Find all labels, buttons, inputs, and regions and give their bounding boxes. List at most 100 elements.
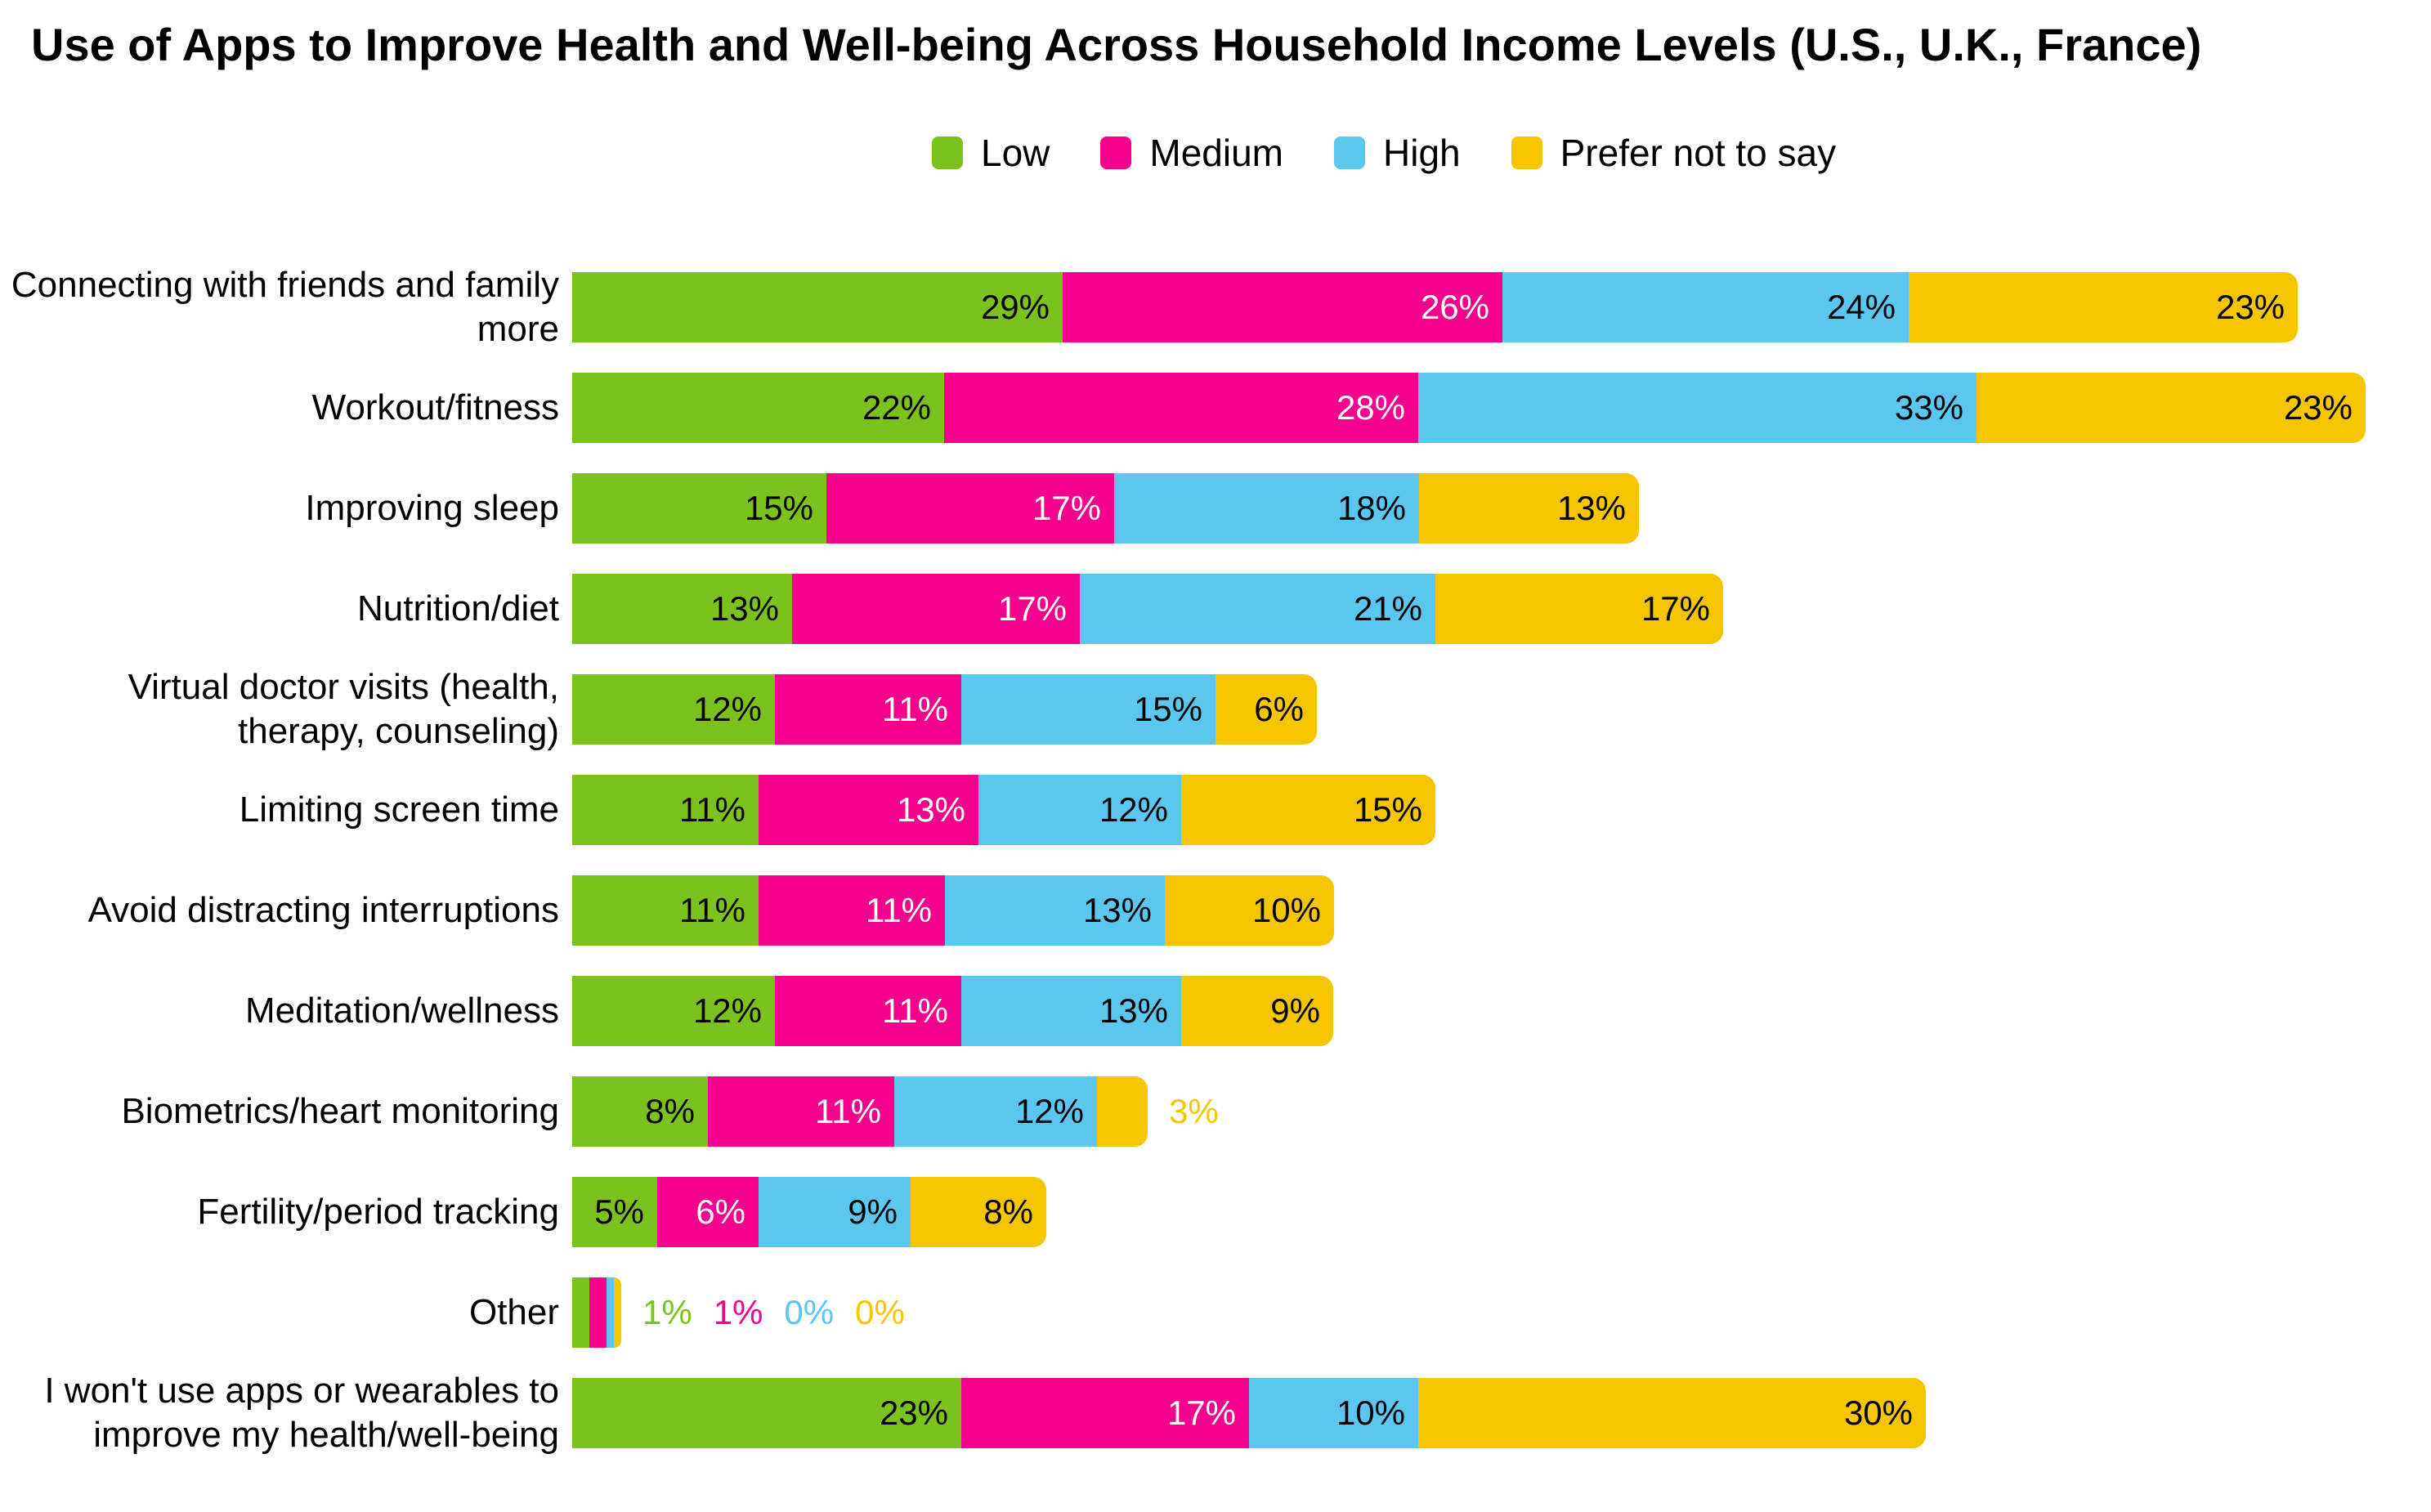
bar-segment-medium: 17% <box>792 573 1080 644</box>
bar-segment-medium: 11% <box>775 975 961 1046</box>
bar-segment-medium: 13% <box>759 774 978 845</box>
bar-segment-high: 33% <box>1418 372 1977 443</box>
outside-value-label-prefer-not-to-say: 0% <box>855 1292 905 1331</box>
outside-value-label-medium: 1% <box>713 1292 763 1331</box>
bar-segment-prefer-not-to-say: 9% <box>1181 975 1333 1046</box>
legend-item-high: High <box>1334 131 1461 175</box>
segment-value-label: 11% <box>679 890 745 929</box>
bar-segment-medium: 11% <box>759 875 945 946</box>
segment-value-label: 11% <box>866 890 932 929</box>
bar-row: I won't use apps or wearables to improve… <box>0 1362 2431 1463</box>
segment-value-label: 11% <box>815 1091 881 1130</box>
legend-swatch-icon <box>932 136 963 169</box>
segment-value-label: 13% <box>710 588 779 628</box>
legend-swatch-icon <box>1334 136 1365 169</box>
outside-value-labels: 1% 1% 0% 0% <box>642 1293 905 1332</box>
legend-label: Medium <box>1149 132 1283 174</box>
bar-segment-prefer-not-to-say: 8% <box>911 1176 1046 1247</box>
bar-segment-low: 15% <box>572 472 826 544</box>
bar-segment-low: 23% <box>572 1377 961 1448</box>
segment-value-label: 21% <box>1353 588 1422 628</box>
chart-title: Use of Apps to Improve Health and Well-b… <box>31 19 2202 70</box>
bar-segment-prefer-not-to-say <box>614 1277 621 1348</box>
stacked-bar: 8% 11% 12% <box>572 1076 1148 1147</box>
segment-value-label: 11% <box>679 790 745 829</box>
segment-value-label: 6% <box>1254 689 1304 728</box>
category-label: Fertility/period tracking <box>197 1191 559 1232</box>
stacked-bar: 13% 17% 21% 17% <box>572 573 1723 644</box>
bar-segment-high: 18% <box>1114 472 1419 544</box>
bar-row: Biometrics/heart monitoring 8% 11% 12% 3% <box>0 1061 2431 1161</box>
bar-segment-medium: 6% <box>657 1176 759 1247</box>
stacked-bar: 11% 13% 12% 15% <box>572 774 1435 845</box>
bar-segment-high: 15% <box>961 673 1216 745</box>
stacked-bar: 11% 11% 13% 10% <box>572 875 1334 946</box>
bar-segment-low: 13% <box>572 573 792 644</box>
outside-value-label-low: 1% <box>642 1292 692 1331</box>
legend-item-prefer-not-to-say: Prefer not to say <box>1511 131 1837 175</box>
bar-segment-prefer-not-to-say: 23% <box>1909 271 2298 342</box>
segment-value-label: 18% <box>1336 488 1406 527</box>
legend-label: Low <box>981 132 1050 174</box>
stacked-bar: 12% 11% 15% 6% <box>572 673 1317 745</box>
segment-value-label: 29% <box>980 287 1050 326</box>
bar-segment-high: 12% <box>894 1076 1097 1147</box>
bar-row: Meditation/wellness 12% 11% 13% 9% <box>0 960 2431 1061</box>
segment-value-label: 15% <box>1133 689 1202 728</box>
stacked-bar <box>572 1277 621 1348</box>
legend-label: High <box>1383 132 1461 174</box>
segment-value-label: 5% <box>594 1192 644 1231</box>
legend-item-low: Low <box>932 131 1050 175</box>
bar-segment-low: 11% <box>572 774 759 845</box>
bar-row: Virtual doctor visits (health, therapy, … <box>0 659 2431 759</box>
segment-value-label: 22% <box>862 387 931 427</box>
segment-value-label: 10% <box>1336 1393 1405 1432</box>
bar-segment-prefer-not-to-say: 10% <box>1165 875 1334 946</box>
segment-value-label: 10% <box>1251 890 1321 929</box>
bar-segment-medium: 11% <box>775 673 961 745</box>
segment-value-label: 12% <box>1099 790 1168 829</box>
bar-segment-low: 22% <box>572 372 944 443</box>
segment-value-label: 8% <box>983 1192 1033 1231</box>
bar-segment-medium <box>589 1277 607 1348</box>
bar-segment-high <box>607 1277 614 1348</box>
bar-segment-low <box>572 1277 589 1348</box>
legend-swatch-icon <box>1511 136 1542 169</box>
category-label: Virtual doctor visits (health, therapy, … <box>128 666 559 751</box>
bar-segment-low: 29% <box>572 271 1063 342</box>
segment-value-label: 13% <box>1099 991 1168 1030</box>
legend-swatch-icon <box>1100 136 1132 169</box>
segment-value-label: 17% <box>997 588 1067 628</box>
segment-value-label: 13% <box>896 790 965 829</box>
bar-segment-high: 9% <box>759 1176 911 1247</box>
category-label: I won't use apps or wearables to improve… <box>44 1370 559 1455</box>
segment-value-label: 15% <box>744 488 813 527</box>
bar-segment-low: 12% <box>572 673 775 745</box>
bar-segment-prefer-not-to-say: 17% <box>1435 573 1723 644</box>
segment-value-label: 11% <box>882 689 948 728</box>
segment-value-label: 17% <box>1641 588 1710 628</box>
segment-value-label: 6% <box>696 1192 745 1231</box>
legend-item-medium: Medium <box>1100 131 1283 175</box>
bar-row: Improving sleep 15% 17% 18% 13% <box>0 458 2431 558</box>
outside-value-label-prefer-not-to-say: 3% <box>1169 1091 1219 1130</box>
category-label: Workout/fitness <box>311 387 559 427</box>
legend: Low Medium High Prefer not to say <box>932 131 1836 175</box>
segment-value-label: 13% <box>1556 488 1626 527</box>
bar-segment-prefer-not-to-say: 30% <box>1418 1377 1926 1448</box>
bar-row: Nutrition/diet 13% 17% 21% 17% <box>0 558 2431 659</box>
segment-value-label: 28% <box>1336 387 1405 427</box>
category-label: Meditation/wellness <box>245 990 559 1031</box>
stacked-bar: 15% 17% 18% 13% <box>572 472 1639 544</box>
bar-segment-prefer-not-to-say: 23% <box>1977 372 2366 443</box>
category-label: Nutrition/diet <box>356 588 559 629</box>
stacked-bar: 5% 6% 9% 8% <box>572 1176 1046 1247</box>
bar-segment-high: 13% <box>961 975 1181 1046</box>
bar-segment-medium: 26% <box>1063 271 1502 342</box>
legend-label: Prefer not to say <box>1560 132 1837 174</box>
bar-segment-prefer-not-to-say: 15% <box>1181 774 1435 845</box>
segment-value-label: 30% <box>1843 1393 1913 1432</box>
segment-value-label: 17% <box>1032 488 1101 527</box>
segment-value-label: 24% <box>1826 287 1896 326</box>
